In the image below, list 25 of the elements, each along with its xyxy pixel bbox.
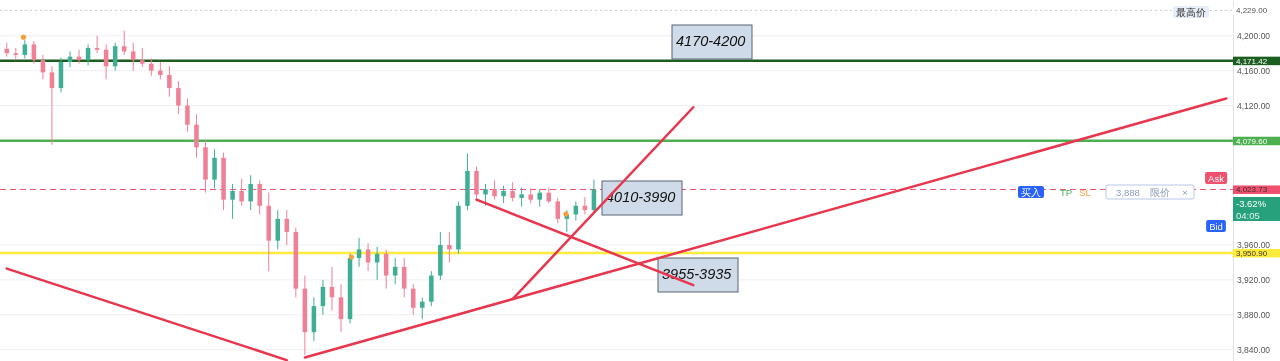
text: 04:05 bbox=[1236, 209, 1260, 221]
text: -3.62% bbox=[1236, 197, 1267, 209]
ref-line-label: 4,023.73 bbox=[1236, 185, 1268, 195]
annotation: 3955-3935 bbox=[662, 266, 733, 282]
ref-line-label: 4,171.42 bbox=[1236, 56, 1268, 66]
annotation: SL bbox=[1079, 186, 1091, 198]
y-tick-label: 4,160.00 bbox=[1237, 65, 1271, 76]
y-tick-label: 3,880.00 bbox=[1237, 310, 1271, 321]
ref-line-label: 3,950.90 bbox=[1236, 248, 1268, 258]
y-tick-label: 4,200.00 bbox=[1237, 30, 1271, 41]
annotation: 最高价 bbox=[1176, 6, 1206, 18]
annotation: Ask bbox=[1208, 172, 1225, 184]
annotation: × bbox=[1182, 186, 1188, 198]
annotation: TP bbox=[1059, 186, 1073, 198]
y-tick-label: 3,840.00 bbox=[1237, 344, 1271, 355]
annotation: 限价 bbox=[1150, 186, 1170, 198]
ref-line-label: 4,229.00 bbox=[1236, 6, 1268, 16]
y-tick-label: 4,120.00 bbox=[1237, 100, 1271, 111]
y-tick-label: 3,960.00 bbox=[1237, 240, 1271, 251]
annotation: 4170-4200 bbox=[676, 33, 746, 49]
annotation: Bid bbox=[1209, 220, 1223, 232]
ref-line-label: 4,079.60 bbox=[1236, 136, 1268, 146]
y-tick-label: 3,920.00 bbox=[1237, 275, 1271, 286]
annotation: 买入 bbox=[1021, 186, 1041, 198]
annotation: 3,888 bbox=[1116, 186, 1140, 198]
